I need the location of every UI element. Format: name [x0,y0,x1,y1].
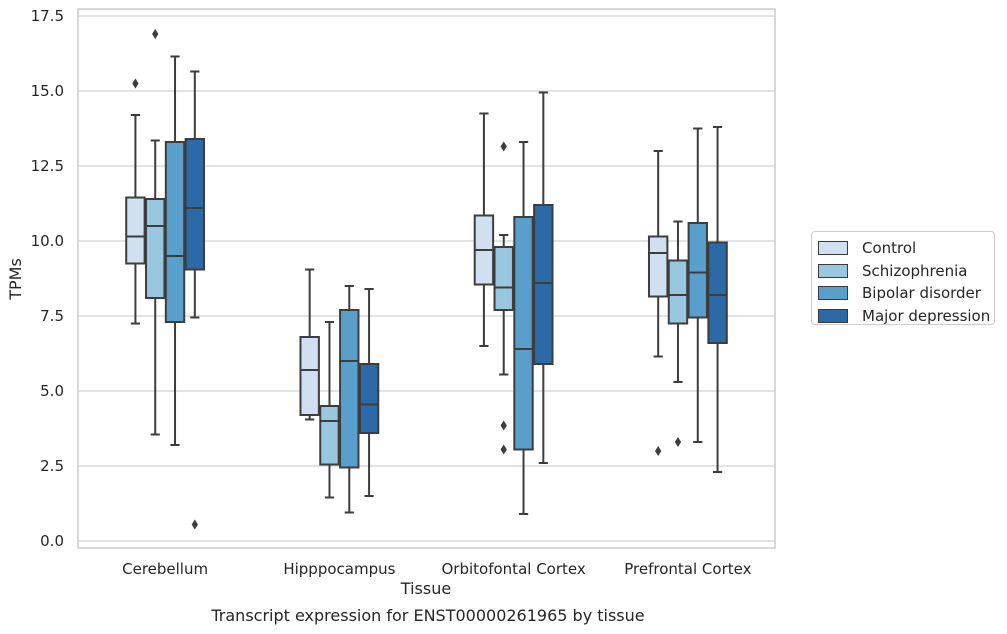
box-schizophrenia [667,220,689,447]
y-tick-label: 2.5 [40,457,64,475]
legend-label: Bipolar disorder [862,284,981,303]
x-axis-label: Tissue [400,579,451,598]
legend-swatch [818,241,848,256]
box-iqr [319,405,340,466]
x-tick-label: Hipppocampus [283,560,395,578]
outlier-point [191,519,198,530]
outlier-point [674,437,682,447]
outlier-point [655,446,662,456]
box-bipolar-disorder [687,127,708,443]
box-iqr [687,222,708,319]
box-iqr [125,196,146,265]
box-major-depression [358,288,380,497]
box-schizophrenia [319,321,340,499]
box-bipolar-disorder [164,55,186,446]
y-tick-label: 0.0 [40,532,64,550]
box-bipolar-disorder [513,141,534,515]
legend-item: Schizophrenia [818,260,994,283]
legend-swatch [818,286,848,301]
plot-frame [77,8,776,549]
y-tick-label: 17.5 [31,7,64,25]
box-schizophrenia [493,141,514,455]
x-tick-label: Prefrontal Cortex [624,560,751,578]
outlier-point [152,29,159,39]
box-iqr [513,216,534,451]
box-iqr [647,235,669,298]
legend: Control Schizophrenia Bipolar disorder Majo… [811,231,995,325]
y-tick-label: 7.5 [40,307,64,325]
box-iqr [533,204,554,365]
outlier-point [132,78,139,89]
outlier-point [500,444,507,455]
legend-label: Schizophrenia [862,261,968,280]
y-tick-label: 15.0 [31,82,64,100]
box-control [647,150,669,456]
box-control [125,78,146,325]
box-iqr [164,141,186,323]
y-tick-label: 12.5 [31,157,64,175]
x-tick-label: Cerebellum [122,560,208,578]
box-iqr [493,246,514,311]
legend-item: Control [818,237,994,260]
box-major-depression [707,126,728,473]
box-major-depression [533,91,554,464]
box-iqr [145,198,166,299]
box-control [473,112,495,347]
box-iqr [299,336,320,416]
x-tick-label: Orbitofontal Cortex [442,560,586,578]
y-tick-label: 5.0 [40,382,64,400]
x-tick-labels: Cerebellum Hipppocampus Orbitofontal Corte… [122,560,751,578]
legend-label: Control [862,239,917,258]
y-axis-label: TPMs [6,258,25,301]
legend-item: Major depression [818,305,994,328]
box-iqr [184,138,206,271]
legend-swatch [818,308,848,323]
y-tick-label: 10.0 [31,232,64,250]
box-control [299,268,320,421]
box-iqr [358,363,380,434]
y-tick-labels: 0.0 2.5 5.0 7.5 10.0 12.5 15.0 17.5 [31,7,64,550]
figure-caption: Transcript expression for ENST0000026196… [211,606,645,625]
box-iqr [339,309,360,469]
outlier-point [500,420,507,431]
box-major-depression [184,70,206,530]
legend-item: Bipolar disorder [818,282,994,305]
legend-swatch [818,263,848,278]
legend-label: Major depression [862,306,991,325]
box-schizophrenia [145,29,166,436]
box-iqr [667,259,689,325]
box-bipolar-disorder [339,285,360,514]
box-iqr [707,241,728,344]
box-series [125,29,728,530]
outlier-point [500,141,507,152]
